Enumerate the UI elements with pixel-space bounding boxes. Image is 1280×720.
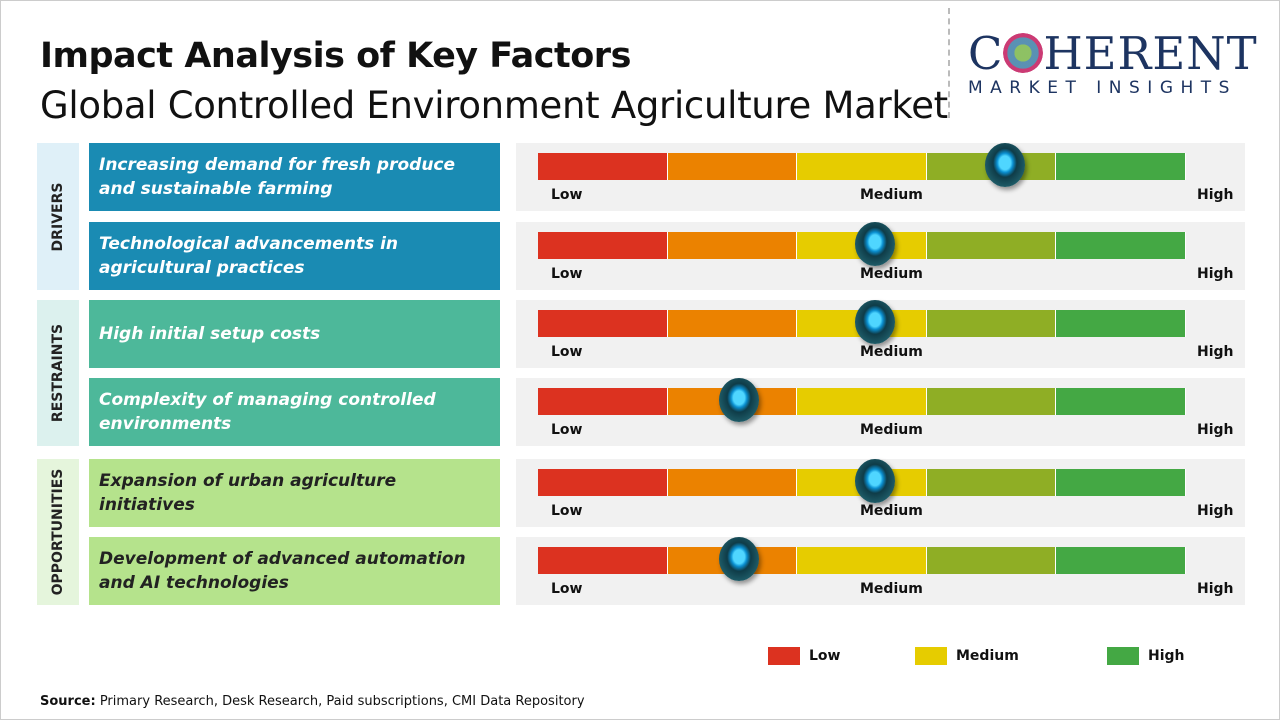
impact-gauge: Low Medium High bbox=[516, 222, 1245, 290]
globe-icon bbox=[1003, 33, 1044, 73]
high-label: High bbox=[1197, 581, 1234, 597]
gauge-segment bbox=[667, 153, 798, 180]
legend-label: High bbox=[1148, 648, 1185, 664]
legend-swatch bbox=[915, 647, 947, 665]
gauge-segment bbox=[667, 310, 798, 337]
gauge-segment bbox=[1056, 232, 1186, 259]
impact-gauge: Low Medium High bbox=[516, 300, 1245, 368]
source-text: Primary Research, Desk Research, Paid su… bbox=[95, 694, 585, 709]
page-subtitle: Global Controlled Environment Agricultur… bbox=[40, 84, 948, 127]
high-label: High bbox=[1197, 266, 1234, 282]
legend-item-medium: Medium bbox=[915, 647, 1019, 665]
medium-label: Medium bbox=[860, 266, 923, 282]
gauge-segment bbox=[538, 232, 668, 259]
legend-swatch bbox=[1107, 647, 1139, 665]
impact-knob-icon bbox=[854, 222, 895, 266]
group-drivers: DRIVERS bbox=[37, 143, 79, 290]
gauge-segment bbox=[538, 310, 668, 337]
gauge-segment bbox=[538, 153, 668, 180]
group-opportunities: OPPORTUNITIES bbox=[37, 459, 79, 605]
impact-knob-icon bbox=[718, 378, 759, 422]
high-label: High bbox=[1197, 503, 1234, 519]
low-label: Low bbox=[551, 187, 583, 203]
company-logo: C HERENT MARKET INSIGHTS bbox=[968, 27, 1258, 99]
low-label: Low bbox=[551, 422, 583, 438]
gauge-segment bbox=[1056, 310, 1186, 337]
low-label: Low bbox=[551, 266, 583, 282]
high-label: High bbox=[1197, 187, 1234, 203]
factor-label: Development of advanced automation and A… bbox=[89, 537, 500, 605]
legend-label: Medium bbox=[956, 648, 1019, 664]
factor-label: Complexity of managing controlled enviro… bbox=[89, 378, 500, 446]
impact-gauge: Low Medium High bbox=[516, 143, 1245, 211]
factor-label: High initial setup costs bbox=[89, 300, 500, 368]
gauge-segment bbox=[1056, 547, 1186, 574]
medium-label: Medium bbox=[860, 187, 923, 203]
gauge-segment bbox=[926, 469, 1057, 496]
medium-label: Medium bbox=[860, 503, 923, 519]
medium-label: Medium bbox=[860, 344, 923, 360]
gauge-segment bbox=[926, 310, 1057, 337]
impact-knob-icon bbox=[984, 143, 1025, 187]
gauge-bar bbox=[538, 547, 1186, 574]
group-label: OPPORTUNITIES bbox=[50, 468, 66, 596]
low-label: Low bbox=[551, 344, 583, 360]
impact-knob-icon bbox=[854, 459, 895, 503]
gauge-bar bbox=[538, 388, 1186, 415]
impact-knob-icon bbox=[854, 300, 895, 344]
impact-gauge: Low Medium High bbox=[516, 459, 1245, 527]
source-label: Source: bbox=[40, 694, 96, 709]
divider bbox=[948, 8, 950, 118]
gauge-segment bbox=[926, 547, 1057, 574]
gauge-segment bbox=[538, 469, 668, 496]
legend-item-high: High bbox=[1107, 647, 1185, 665]
gauge-segment bbox=[667, 232, 798, 259]
gauge-bar bbox=[538, 469, 1186, 496]
gauge-segment bbox=[797, 153, 927, 180]
high-label: High bbox=[1197, 344, 1234, 360]
gauge-segment bbox=[1056, 153, 1186, 180]
group-label: DRIVERS bbox=[50, 182, 66, 251]
low-label: Low bbox=[551, 581, 583, 597]
group-label: RESTRAINTS bbox=[50, 323, 66, 423]
impact-gauge: Low Medium High bbox=[516, 378, 1245, 446]
medium-label: Medium bbox=[860, 581, 923, 597]
gauge-segment bbox=[797, 547, 927, 574]
legend-swatch bbox=[768, 647, 800, 665]
page-title: Impact Analysis of Key Factors bbox=[40, 36, 631, 76]
gauge-segment bbox=[926, 388, 1057, 415]
factor-label: Technological advancements in agricultur… bbox=[89, 222, 500, 290]
impact-gauge: Low Medium High bbox=[516, 537, 1245, 605]
gauge-segment bbox=[797, 388, 927, 415]
gauge-segment bbox=[538, 388, 668, 415]
gauge-segment bbox=[667, 469, 798, 496]
gauge-bar bbox=[538, 153, 1186, 180]
gauge-segment bbox=[1056, 388, 1186, 415]
group-restraints: RESTRAINTS bbox=[37, 300, 79, 446]
low-label: Low bbox=[551, 503, 583, 519]
factor-label: Increasing demand for fresh produce and … bbox=[89, 143, 500, 211]
legend-label: Low bbox=[809, 648, 841, 664]
gauge-segment bbox=[926, 232, 1057, 259]
source-note: Source: Primary Research, Desk Research,… bbox=[40, 694, 585, 709]
legend-item-low: Low bbox=[768, 647, 840, 665]
gauge-segment bbox=[1056, 469, 1186, 496]
impact-knob-icon bbox=[718, 537, 759, 581]
gauge-segment bbox=[538, 547, 668, 574]
gauge-bar bbox=[538, 310, 1186, 337]
high-label: High bbox=[1197, 422, 1234, 438]
factor-label: Expansion of urban agriculture initiativ… bbox=[89, 459, 500, 527]
medium-label: Medium bbox=[860, 422, 923, 438]
